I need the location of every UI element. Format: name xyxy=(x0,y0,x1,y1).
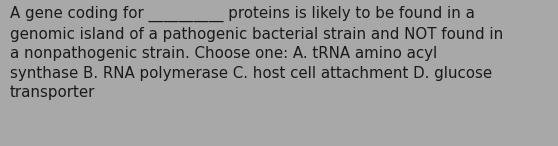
Text: A gene coding for __________ proteins is likely to be found in a
genomic island : A gene coding for __________ proteins is… xyxy=(10,6,503,100)
